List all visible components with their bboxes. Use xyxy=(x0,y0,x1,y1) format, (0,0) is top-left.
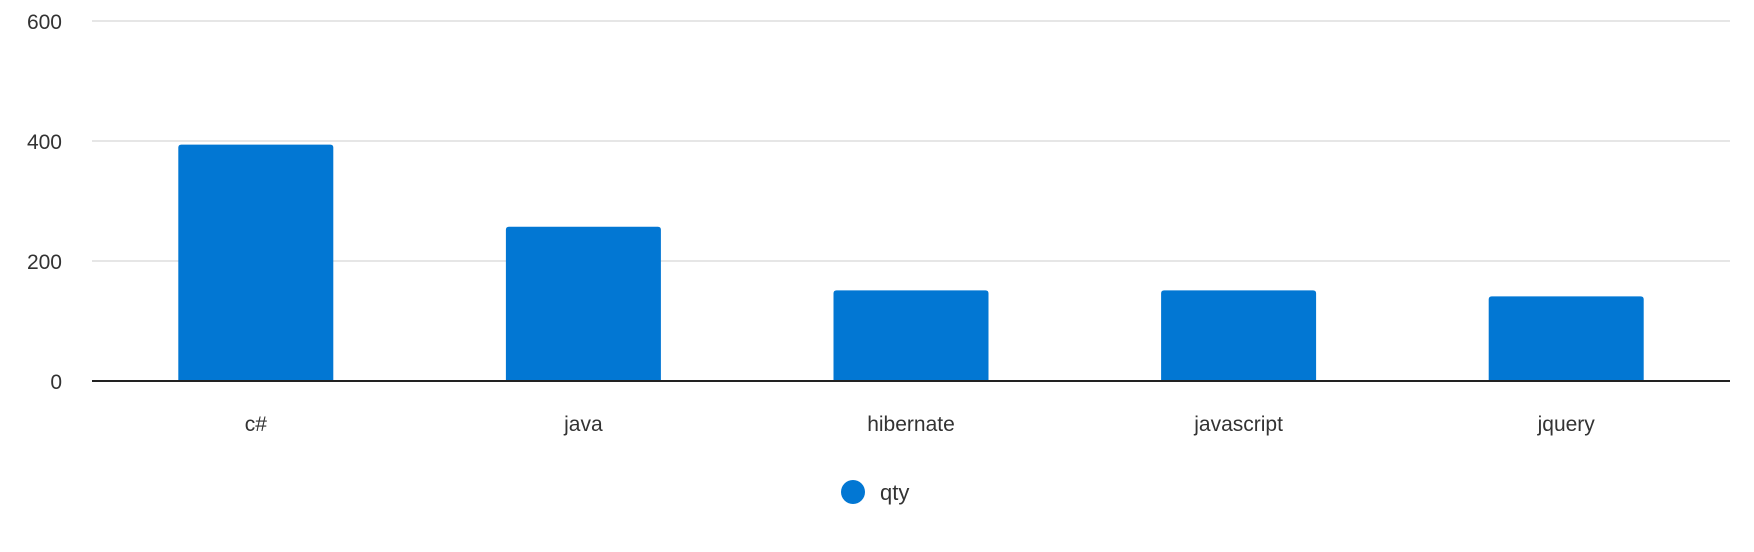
y-tick-label: 0 xyxy=(50,371,62,394)
y-tick-label: 200 xyxy=(27,251,62,274)
x-tick-label: hibernate xyxy=(867,413,955,436)
y-tick-label: 600 xyxy=(27,11,62,34)
x-tick-label: c# xyxy=(245,413,268,436)
bar-java xyxy=(505,226,661,381)
x-tick-label: jquery xyxy=(1537,413,1596,436)
gridlines xyxy=(92,20,1730,262)
bar-hibernate xyxy=(833,290,989,381)
bar-javascript xyxy=(1161,290,1317,381)
y-tick-label: 400 xyxy=(27,131,62,154)
legend-label-qty: qty xyxy=(880,480,909,505)
legend: qty xyxy=(841,480,909,505)
y-axis-ticks: 0 200 400 600 xyxy=(27,11,62,394)
bars xyxy=(178,144,1644,381)
legend-swatch-qty xyxy=(841,480,865,504)
x-tick-label: java xyxy=(563,413,603,436)
x-tick-label: javascript xyxy=(1193,413,1283,436)
bar-jquery xyxy=(1488,296,1644,381)
x-axis-ticks: c# java hibernate javascript jquery xyxy=(245,413,1596,436)
bar-c- xyxy=(178,144,334,381)
